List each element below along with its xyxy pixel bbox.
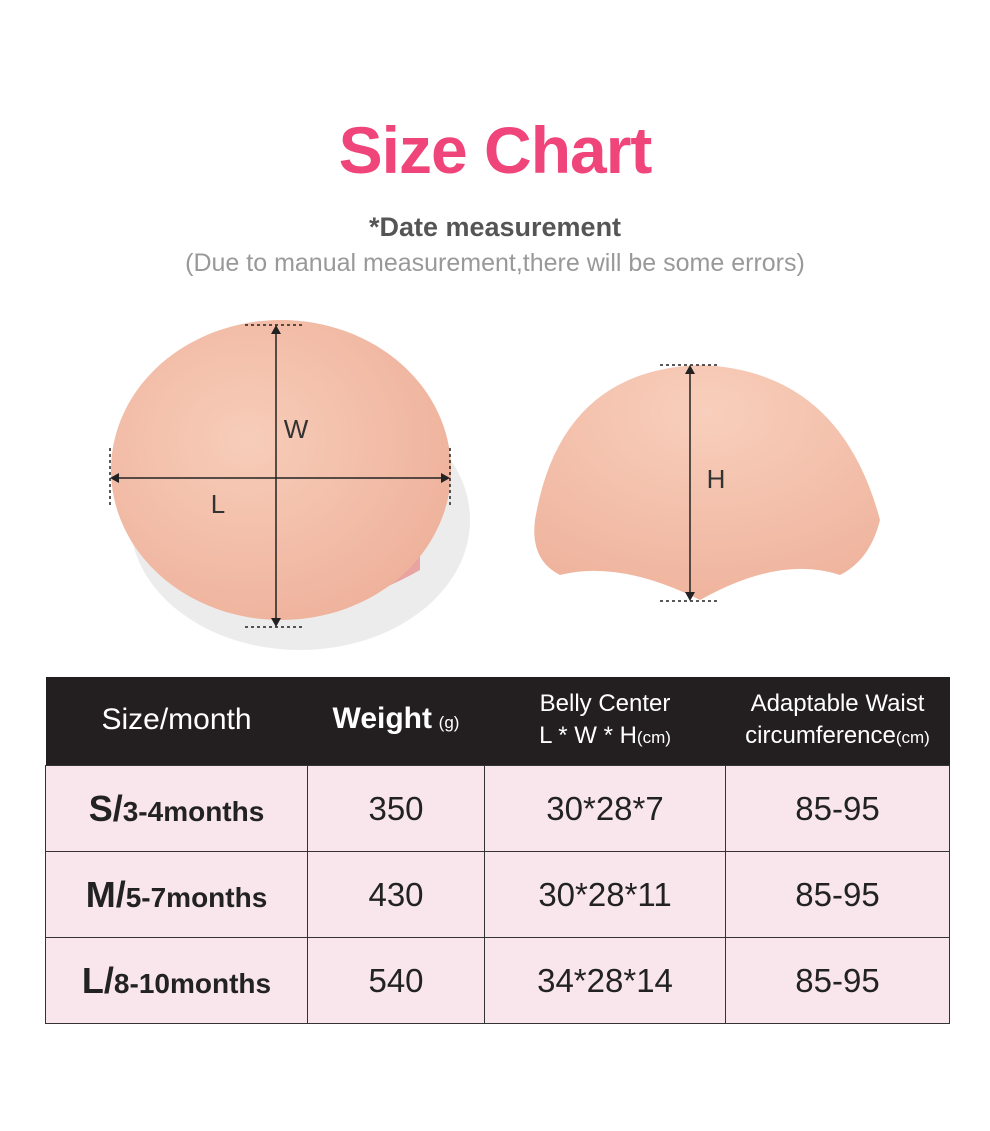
months: 5-7months [125,881,268,913]
header-text: Belly Center [539,690,671,717]
label-h: H [707,464,726,494]
table-body: S/3-4months 350 30*28*7 85-95 M/5-7months 430… [45,765,950,1024]
product-diagram: W L H [109,320,880,650]
months: 3-4months [122,795,265,827]
header-unit: (cm) [636,728,671,747]
size: S/ [88,787,123,829]
table-cell: 540 [307,937,485,1024]
table-cell: 350 [307,765,485,852]
label-l: L [211,489,225,519]
size-cell: S/3-4months [45,765,308,852]
header-unit: (g) [438,713,460,732]
size-table: Size/month Weight (g) Belly Center L * W … [45,677,950,1024]
note: (Due to manual measurement,there will be… [185,249,805,277]
table-row: S/3-4months 350 30*28*7 85-95 [45,765,950,852]
header-cell: Size/month [45,677,308,766]
header-cell: Adaptable Waist circumference(cm) [725,677,950,766]
header-text: Weight [332,702,432,735]
table-cell: 85-95 [725,765,950,852]
header-text: L * W * H [539,722,637,749]
table-cell: 30*28*11 [484,851,726,938]
arrowheads [110,325,695,627]
size: M/ [85,873,126,915]
dimensions [109,324,720,628]
label-w: W [284,414,309,444]
header-text: circumference [745,722,896,749]
header-text: Size/month [101,703,252,736]
months: 8-10months [113,967,272,999]
size: L/ [81,959,114,1001]
size-cell: M/5-7months [45,851,308,938]
size-cell: L/8-10months [45,937,308,1024]
header-text: Adaptable Waist [750,690,925,717]
table-cell: 30*28*7 [484,765,726,852]
header-unit: (cm) [895,728,930,747]
table-cell: 85-95 [725,937,950,1024]
table-cell: 34*28*14 [484,937,726,1024]
table-row: L/8-10months 540 34*28*14 85-95 [45,937,950,1024]
table-cell: 430 [307,851,485,938]
header-cell: Weight (g) [307,677,485,766]
title: Size Chart [338,113,653,187]
subtitle: *Date measurement [368,212,622,242]
pad-top [111,320,451,620]
table-cell: 85-95 [725,851,950,938]
header-cell: Belly Center L * W * H(cm) [484,677,726,766]
pad-side [534,365,880,600]
table-row: M/5-7months 430 30*28*11 85-95 [45,851,950,938]
